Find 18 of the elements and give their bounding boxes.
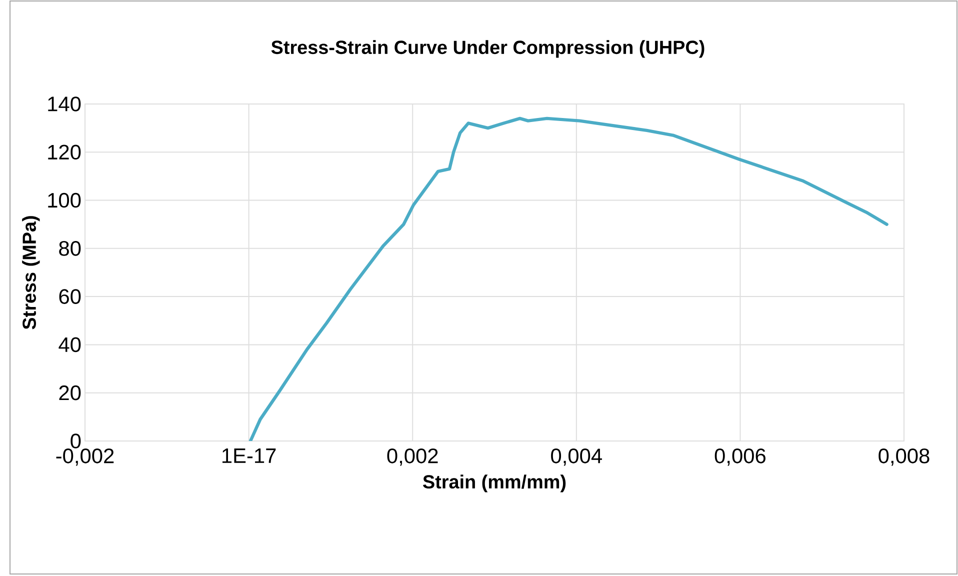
x-axis-title: Strain (mm/mm) [423,474,566,492]
x-tick-label: 1E-17 [222,448,276,463]
y-axis-title: Stress (MPa) [22,216,40,330]
line-series [248,116,888,441]
x-tick-label: 0,006 [714,448,766,466]
y-tick-label: 20 [59,385,81,400]
y-tick-label: 120 [48,144,81,160]
y-tick-label: 80 [59,241,81,256]
y-tick-label: 100 [48,192,81,208]
x-tick-label: 0,008 [878,448,930,466]
x-tick-label: -0,002 [56,448,114,466]
y-tick-label: 0 [70,434,81,448]
y-tick-label: 140 [48,96,81,112]
chart-title: Stress-Strain Curve Under Compression (UHPC) [271,40,704,58]
x-tick-label: 0,004 [551,448,602,466]
x-tick-label: 0,002 [387,448,438,466]
y-tick-label: 60 [59,289,81,304]
y-tick-label: 40 [58,337,81,352]
